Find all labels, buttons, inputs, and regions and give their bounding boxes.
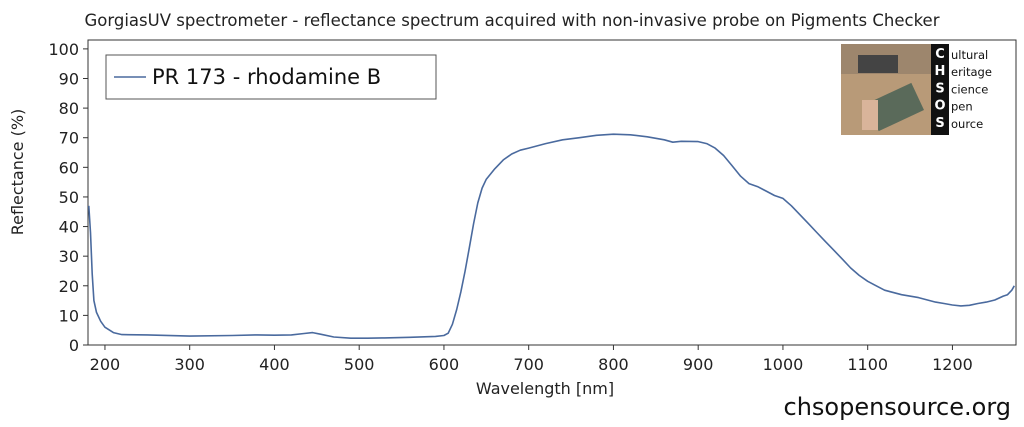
- y-tick-label: 50: [59, 188, 79, 207]
- y-tick-label: 30: [59, 247, 79, 266]
- x-tick-label: 400: [259, 355, 290, 374]
- logo-word: pen: [951, 100, 973, 114]
- logo-word: ultural: [951, 48, 988, 62]
- x-tick-label: 600: [429, 355, 460, 374]
- x-tick-label: 900: [683, 355, 714, 374]
- logo-photo-hand: [862, 100, 878, 130]
- plot-frame: [87, 39, 1017, 346]
- legend-label: PR 173 - rhodamine B: [152, 65, 381, 89]
- logo-word: ource: [951, 117, 983, 131]
- legend: PR 173 - rhodamine B: [105, 54, 437, 100]
- x-tick-label: 800: [598, 355, 629, 374]
- footer-site: chsopensource.org: [784, 393, 1012, 421]
- logo-photo-checker: [866, 82, 924, 132]
- logo-word: eritage: [951, 65, 992, 79]
- logo-word: cience: [951, 82, 988, 96]
- logo-letter-panel: [931, 44, 949, 135]
- x-tick-label: 700: [513, 355, 544, 374]
- x-tick-label: 1100: [847, 355, 888, 374]
- logo-letter: S: [935, 81, 944, 96]
- logo-letter: O: [934, 99, 945, 114]
- x-axis-ticks: 200 300 400 500 600 700 800 900 1000 1100 1200: [90, 345, 973, 374]
- chart-title: GorgiasUV spectrometer - reflectance spe…: [85, 11, 940, 30]
- logo-photo-device: [858, 55, 898, 73]
- x-tick-label: 300: [174, 355, 205, 374]
- x-tick-label: 200: [90, 355, 121, 374]
- series-layer: [88, 133, 1015, 340]
- logo-letter: C: [935, 47, 945, 62]
- x-tick-label: 1200: [932, 355, 973, 374]
- y-axis-ticks: 0 10 20 30 40 50 60 70 80 90 100: [48, 40, 88, 355]
- y-tick-label: 80: [59, 99, 79, 118]
- legend-box: [105, 54, 437, 100]
- logo-letter: H: [935, 64, 946, 79]
- y-tick-label: 0: [69, 336, 79, 355]
- y-tick-label: 90: [59, 69, 79, 88]
- y-tick-label: 40: [59, 218, 79, 237]
- x-tick-label: 500: [344, 355, 375, 374]
- y-tick-label: 70: [59, 129, 79, 148]
- y-tick-label: 20: [59, 277, 79, 296]
- logo-letter: S: [935, 116, 944, 131]
- logo-words: ultural eritage cience pen ource: [951, 48, 992, 131]
- y-tick-label: 100: [48, 40, 79, 59]
- x-axis-label: Wavelength [nm]: [476, 379, 614, 398]
- y-tick-label: 60: [59, 158, 79, 177]
- y-tick-label: 10: [59, 306, 79, 325]
- x-tick-label: 1000: [763, 355, 804, 374]
- y-axis-label: Reflectance (%): [8, 109, 27, 236]
- series-line: [88, 133, 1015, 340]
